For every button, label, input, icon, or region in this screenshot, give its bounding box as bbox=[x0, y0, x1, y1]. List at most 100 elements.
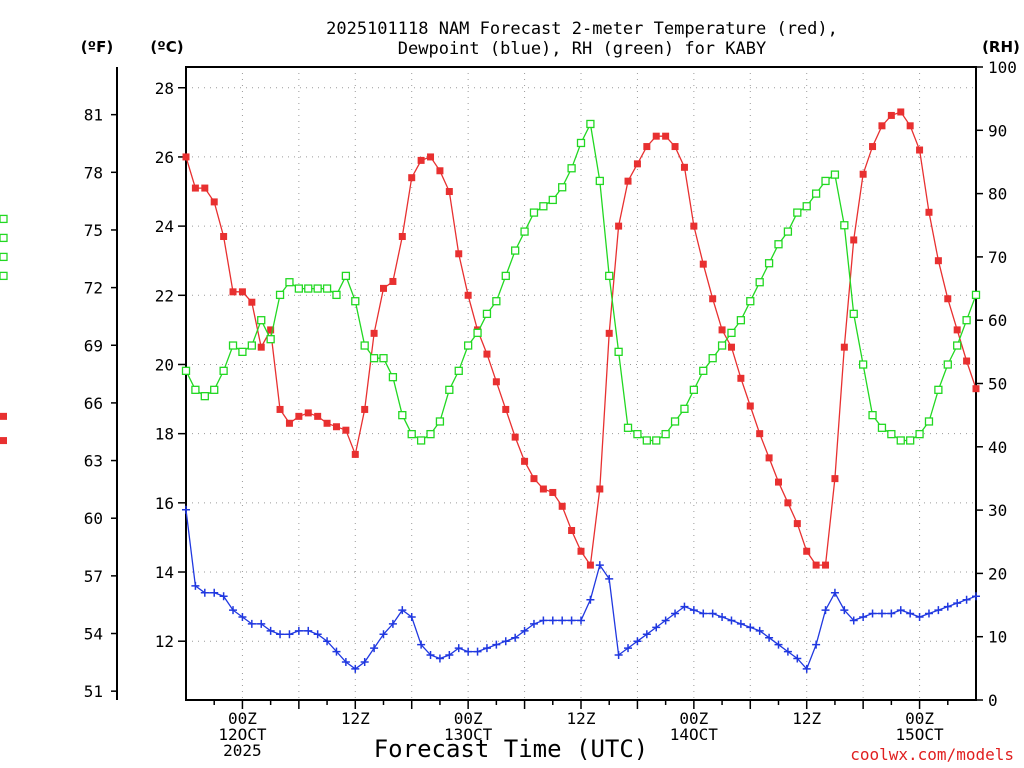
dewpoint-point bbox=[614, 651, 623, 660]
2-meter-temperature-point bbox=[906, 122, 914, 130]
relative-humidity-point bbox=[379, 354, 388, 363]
rh-tick-label: 10 bbox=[988, 628, 1007, 647]
2-meter-temperature-series bbox=[0, 108, 980, 569]
fahrenheit-tick-label: 72 bbox=[84, 279, 103, 298]
dewpoint-point bbox=[558, 616, 567, 625]
2-meter-temperature-point bbox=[295, 412, 303, 420]
relative-humidity-point bbox=[360, 341, 369, 350]
chart-title-line2: Dewpoint (blue), RH (green) for KABY bbox=[398, 39, 766, 59]
fahrenheit-tick-label: 63 bbox=[84, 452, 103, 471]
2-meter-temperature-point bbox=[850, 236, 858, 244]
dewpoint-point bbox=[953, 599, 962, 608]
relative-humidity-point bbox=[539, 202, 548, 211]
dewpoint-point bbox=[200, 588, 209, 597]
relative-humidity-point bbox=[473, 328, 482, 338]
dewpoint-point bbox=[501, 637, 510, 646]
relative-humidity-point bbox=[849, 309, 858, 319]
celsius-tick-label: 16 bbox=[155, 494, 174, 513]
dewpoint-point bbox=[586, 595, 595, 604]
relative-humidity-line bbox=[185, 121, 977, 442]
dewpoint-point bbox=[285, 630, 294, 639]
dewpoint-point bbox=[915, 612, 924, 621]
dewpoint-point bbox=[426, 651, 435, 660]
2-meter-temperature-point bbox=[417, 156, 425, 164]
relative-humidity-point bbox=[717, 341, 727, 350]
relative-humidity-point bbox=[934, 385, 943, 394]
relative-humidity-point bbox=[614, 347, 623, 357]
relative-humidity-point bbox=[840, 221, 849, 230]
rh-tick-label: 100 bbox=[988, 58, 1017, 77]
dewpoint-point bbox=[896, 606, 905, 615]
2-meter-temperature-point bbox=[389, 277, 397, 285]
dewpoint-point bbox=[849, 616, 858, 625]
2-meter-temperature-point bbox=[775, 478, 782, 486]
2-meter-temperature-point bbox=[812, 561, 820, 569]
2-meter-temperature-point bbox=[445, 188, 453, 196]
relative-humidity-point bbox=[858, 360, 868, 369]
dewpoint-point bbox=[332, 647, 341, 656]
2-meter-temperature-point bbox=[953, 326, 961, 334]
relative-humidity-point bbox=[322, 284, 332, 293]
dewpoint-point bbox=[182, 505, 190, 514]
dewpoint-point bbox=[294, 626, 303, 635]
dewpoint-point bbox=[341, 657, 350, 666]
x-axis-title: Forecast Time (UTC) bbox=[374, 735, 649, 763]
relative-humidity-point bbox=[445, 385, 454, 394]
relative-humidity-point bbox=[0, 233, 8, 243]
2-meter-temperature-point bbox=[709, 295, 717, 303]
2-meter-temperature-point bbox=[577, 547, 585, 555]
relative-humidity-point bbox=[529, 208, 539, 217]
relative-humidity-point bbox=[605, 271, 614, 281]
dewpoint-point bbox=[577, 616, 585, 625]
dewpoint-point bbox=[962, 595, 971, 604]
2-meter-temperature-point bbox=[248, 298, 256, 306]
grid-lines bbox=[186, 67, 976, 700]
2-meter-temperature-point bbox=[492, 378, 500, 386]
2-meter-temperature-point bbox=[643, 143, 651, 151]
dewpoint-point bbox=[830, 588, 839, 597]
2-meter-temperature-point bbox=[530, 475, 538, 483]
relative-humidity-point bbox=[275, 290, 285, 300]
dewpoint-point bbox=[435, 654, 444, 663]
dewpoint-point bbox=[774, 640, 783, 649]
2-meter-temperature-point bbox=[963, 357, 971, 365]
dewpoint-point bbox=[793, 654, 802, 663]
relative-humidity-point bbox=[868, 410, 877, 420]
celsius-unit-label: (ºC) bbox=[150, 38, 183, 56]
relative-humidity-point bbox=[511, 246, 520, 255]
2-meter-temperature-point bbox=[840, 343, 848, 351]
relative-humidity-point bbox=[520, 227, 529, 236]
relative-humidity-point bbox=[642, 436, 651, 445]
rh-tick-label: 80 bbox=[988, 185, 1007, 204]
2-meter-temperature-point bbox=[699, 260, 707, 268]
dewpoint-point bbox=[699, 609, 708, 618]
2-meter-temperature-point bbox=[549, 488, 557, 496]
fahrenheit-tick-label: 69 bbox=[84, 336, 103, 355]
relative-humidity-point bbox=[802, 202, 811, 211]
2-meter-temperature-line bbox=[185, 111, 977, 567]
dewpoint-point bbox=[548, 616, 557, 625]
relative-humidity-point bbox=[181, 366, 191, 375]
2-meter-temperature-point bbox=[671, 143, 679, 151]
dewpoint-point bbox=[868, 609, 877, 618]
dewpoint-point bbox=[708, 609, 717, 618]
2-meter-temperature-point bbox=[615, 222, 623, 230]
dewpoint-point bbox=[379, 630, 388, 639]
2-meter-temperature-point bbox=[633, 160, 641, 168]
relative-humidity-point bbox=[670, 417, 680, 426]
2-meter-temperature-point bbox=[201, 184, 209, 192]
2-meter-temperature-point bbox=[869, 143, 877, 151]
chart-title-line1: 2025101118 NAM Forecast 2-meter Temperat… bbox=[326, 19, 838, 39]
relative-humidity-point bbox=[0, 214, 8, 224]
x-tick-label: 12Z bbox=[567, 709, 596, 728]
celsius-tick-label: 18 bbox=[155, 425, 174, 444]
2-meter-temperature-point bbox=[276, 405, 284, 413]
dewpoint-point bbox=[783, 647, 792, 656]
x-tick-label: 12Z bbox=[792, 709, 821, 728]
relative-humidity-point bbox=[482, 309, 492, 319]
2-meter-temperature-point bbox=[925, 208, 933, 216]
2-meter-temperature-point bbox=[662, 132, 670, 140]
dewpoint-point bbox=[680, 602, 689, 611]
rh-tick-label: 90 bbox=[988, 121, 1007, 140]
dewpoint-point bbox=[445, 651, 454, 660]
